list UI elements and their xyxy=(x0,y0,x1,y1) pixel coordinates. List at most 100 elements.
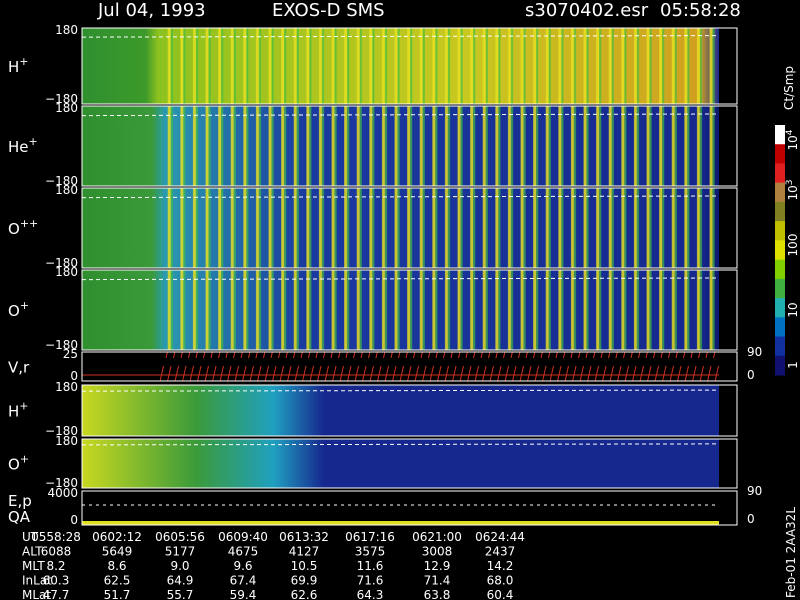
table-cell: 8.2 xyxy=(46,559,65,573)
table-cell: 59.4 xyxy=(230,588,257,600)
y-tick-label: 180 xyxy=(55,434,78,448)
reference-line xyxy=(81,277,720,281)
reference-line xyxy=(81,443,720,446)
y-tick-label: 0 xyxy=(70,513,78,527)
colorbar-swatch xyxy=(775,125,785,145)
colorbar-swatch xyxy=(775,317,785,338)
panel-label-text: V,r xyxy=(8,359,30,377)
qa-bar xyxy=(82,521,719,525)
colorbar-tick-label: 10 xyxy=(786,302,800,317)
panel-label-sup: + xyxy=(20,453,29,466)
table-cell: 64.3 xyxy=(357,588,384,600)
spectrogram-stripes xyxy=(160,28,719,104)
table-cell: 60.4 xyxy=(487,588,514,600)
table-cell: 51.7 xyxy=(104,588,131,600)
panel-frame xyxy=(81,27,738,105)
spectrogram-stripes xyxy=(160,188,719,268)
panels: H+180−180He+180−180O++180−180O+180−180V,… xyxy=(8,23,762,527)
panel-label: He+ xyxy=(8,135,38,156)
panel-label: O++ xyxy=(8,217,38,238)
y-tick-label: 180 xyxy=(55,23,78,37)
table-cell: 60.3 xyxy=(43,574,70,588)
y-tick-label: −180 xyxy=(45,424,78,438)
y-tick-label: 25 xyxy=(63,347,78,361)
reference-line xyxy=(81,195,720,199)
colorbar-swatch xyxy=(775,355,785,376)
colorbar-swatch xyxy=(775,182,785,203)
panel-label: O+ xyxy=(8,299,29,320)
y-tick-label: 180 xyxy=(55,101,78,115)
table-cell: 3575 xyxy=(355,545,386,559)
table-cell: 63.8 xyxy=(424,588,451,600)
y-tick-label: −180 xyxy=(45,256,78,270)
table-cell: 6088 xyxy=(41,545,72,559)
row-label: MLT xyxy=(22,559,45,573)
table-cell: 69.9 xyxy=(291,574,318,588)
panel-label-sup: + xyxy=(19,55,28,68)
time: 05:58:28 xyxy=(660,0,741,21)
y-tick-label: 0 xyxy=(70,369,78,383)
colorbar-swatch xyxy=(775,298,785,318)
y-tick-label: −180 xyxy=(45,174,78,188)
colorbar-tick-base: 1 xyxy=(786,361,800,369)
colorbar-swatch xyxy=(775,278,785,299)
table-cell: 67.4 xyxy=(230,574,257,588)
colorbar-tick-exp: 3 xyxy=(785,179,795,185)
panel-label: E,p xyxy=(8,492,32,510)
table-cell: 0558:28 xyxy=(31,530,81,544)
spectrogram-stripes xyxy=(160,106,719,186)
table-cell: 0602:12 xyxy=(92,530,142,544)
panel-label-text: H xyxy=(8,58,19,76)
row-label: ALT xyxy=(22,545,43,559)
colorbar-swatch xyxy=(775,259,785,280)
panel-frame xyxy=(81,187,738,269)
table-cell: 0624:44 xyxy=(475,530,525,544)
row-label: InLat xyxy=(22,574,52,588)
table-cell: 3008 xyxy=(422,545,453,559)
panel-frame xyxy=(81,490,738,526)
table-cell: 71.6 xyxy=(357,574,384,588)
y-tick-label: 180 xyxy=(55,183,78,197)
panel-label-sup: + xyxy=(29,135,38,148)
colorbar-tick-base: 100 xyxy=(786,234,800,257)
colorbar-tick-label: 1 xyxy=(786,361,800,369)
colorbar-tick-base: 10 xyxy=(786,302,800,317)
panel-label: H+ xyxy=(8,400,29,421)
panel-label-text: O xyxy=(8,456,20,474)
table-cell: 5177 xyxy=(165,545,196,559)
table-cell: 0621:00 xyxy=(412,530,462,544)
table-cell: 14.2 xyxy=(487,559,514,573)
panel-label: H+ xyxy=(8,55,29,76)
table-cell: 0609:40 xyxy=(218,530,268,544)
table-cell: 5649 xyxy=(102,545,133,559)
spectrogram xyxy=(82,439,719,488)
colorbar-tick-exp: 4 xyxy=(785,129,795,135)
reference-line xyxy=(81,389,720,392)
table-cell: 11.6 xyxy=(357,559,384,573)
table-cell: 62.6 xyxy=(291,588,318,600)
table-cell: 9.6 xyxy=(233,559,252,573)
panel-label-sup: ++ xyxy=(20,217,38,230)
table-cell: 47.7 xyxy=(43,588,70,600)
date: Jul 04, 1993 xyxy=(97,0,206,21)
panel-label: V,r xyxy=(8,359,30,377)
reference-line xyxy=(81,113,720,117)
table-cell: 8.6 xyxy=(107,559,126,573)
y-tick-label: −180 xyxy=(45,92,78,106)
colorbar-tick-label: 104 xyxy=(785,129,800,150)
table-cell: 12.9 xyxy=(424,559,451,573)
panel-label-text: E,p xyxy=(8,492,32,510)
table-cell: 71.4 xyxy=(424,574,451,588)
table-cell: 10.5 xyxy=(291,559,318,573)
table-cell: 4127 xyxy=(289,545,320,559)
panel-label: O+ xyxy=(8,453,29,474)
table-cell: 2437 xyxy=(485,545,516,559)
colorbar-swatch xyxy=(775,163,785,184)
table-cell: 68.0 xyxy=(487,574,514,588)
colorbar-swatch xyxy=(775,240,785,261)
panel-label-text: He xyxy=(8,138,29,156)
row-label: UT xyxy=(22,530,39,544)
